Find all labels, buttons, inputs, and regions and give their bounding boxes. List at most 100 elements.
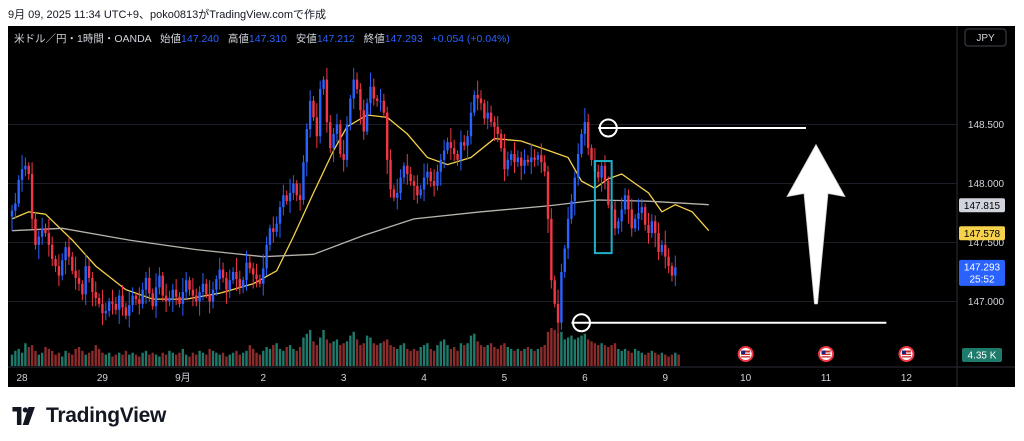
- up-candle: [104, 310, 107, 314]
- volume-bar: [51, 350, 54, 366]
- down-candle: [540, 155, 543, 163]
- down-candle: [526, 159, 530, 163]
- volume-bar: [386, 339, 389, 366]
- price-tick-label: 147.500: [968, 238, 1005, 249]
- up-candle: [141, 289, 144, 304]
- down-candle: [603, 165, 607, 182]
- up-candle: [37, 236, 40, 245]
- up-candle: [459, 142, 463, 160]
- volume-bar: [94, 345, 97, 366]
- volume-bar: [225, 356, 228, 366]
- volume-bar: [520, 350, 523, 366]
- volume-bar: [188, 356, 191, 366]
- down-candle: [359, 89, 362, 111]
- volume-bar: [573, 339, 576, 366]
- volume-bar: [144, 350, 148, 366]
- volume-bar: [576, 337, 580, 366]
- volume-bar: [141, 352, 144, 366]
- down-candle: [138, 299, 141, 304]
- up-candle: [107, 301, 111, 311]
- down-candle: [148, 277, 151, 294]
- up-candle: [308, 100, 312, 130]
- currency-button-label: JPY: [976, 33, 995, 44]
- volume-bar: [657, 354, 660, 366]
- tradingview-logo-icon: [12, 407, 35, 425]
- volume-bar: [174, 354, 178, 366]
- volume-bar: [275, 343, 278, 366]
- price-tick-label: 148.000: [968, 179, 1005, 190]
- time-tick-label: 12: [901, 373, 913, 384]
- down-candle: [533, 157, 536, 160]
- up-candle: [617, 221, 620, 229]
- volume-bar: [536, 348, 540, 366]
- up-candle: [365, 103, 369, 132]
- circle-drawing: [572, 313, 591, 333]
- up-candle: [128, 305, 131, 316]
- price-axis[interactable]: 147.000 147.500 148.000 148.500: [968, 120, 1005, 308]
- up-candle: [17, 179, 20, 204]
- down-candle: [667, 256, 670, 267]
- up-candle: [536, 155, 540, 160]
- price-tick-label: 147.000: [968, 297, 1005, 308]
- volume-bar: [509, 348, 513, 366]
- volume-bar: [489, 343, 493, 366]
- up-candle: [422, 177, 426, 190]
- volume-bar: [362, 343, 365, 366]
- volume-bar: [185, 354, 188, 366]
- up-candle: [523, 159, 526, 166]
- down-candle: [255, 274, 258, 280]
- volume-bar: [114, 354, 118, 366]
- down-candle: [312, 100, 315, 118]
- volume-bar: [647, 352, 650, 366]
- volume-bar: [138, 356, 141, 366]
- volume-bar: [288, 345, 292, 366]
- candles: [10, 67, 677, 335]
- volume-bar: [469, 335, 473, 366]
- down-candle: [329, 122, 332, 149]
- high-value: 147.310: [249, 33, 287, 45]
- volume-bar: [466, 343, 469, 366]
- time-tick-label: 9月: [175, 372, 191, 384]
- up-candle: [576, 153, 580, 178]
- down-candle: [295, 183, 298, 196]
- volume-bar: [228, 354, 231, 366]
- down-candle: [272, 228, 275, 232]
- volume-bar: [61, 356, 64, 366]
- volume-bar: [87, 352, 91, 366]
- volume-bar: [610, 345, 613, 366]
- down-candle: [34, 218, 37, 245]
- volume-bar: [446, 345, 449, 366]
- volume-bar: [349, 335, 352, 366]
- down-candle: [416, 185, 419, 196]
- up-candle: [570, 201, 573, 219]
- volume-bar: [603, 345, 607, 366]
- up-candle: [560, 272, 563, 323]
- up-candle: [201, 283, 205, 293]
- volume-bar: [392, 347, 396, 366]
- down-candle: [124, 307, 128, 316]
- volume-bar: [342, 343, 345, 366]
- volume-bar: [637, 350, 640, 366]
- tradingview-brand[interactable]: TradingView: [10, 404, 166, 428]
- tradingview-wordmark: TradingView: [46, 404, 167, 427]
- time-tick-label: 28: [16, 373, 28, 384]
- volume-bar: [44, 347, 47, 366]
- volume-bar: [355, 339, 359, 366]
- volume-bar: [208, 348, 211, 366]
- volume-bar: [218, 354, 221, 366]
- down-candle: [114, 303, 118, 310]
- volume-bar: [339, 345, 342, 366]
- volume-bar: [633, 348, 637, 366]
- up-candle: [322, 79, 325, 90]
- volume-bar: [406, 348, 409, 366]
- down-candle: [238, 279, 241, 288]
- volume-bar: [97, 348, 101, 366]
- chart-panel[interactable]: 147.000 147.500 148.000 148.500 28 29 9月 2 3 4 5 6…: [8, 26, 1015, 387]
- volume-bar: [84, 354, 87, 366]
- candlestick-chart[interactable]: 147.000 147.500 148.000 148.500 28 29 9月 2 3 4 5 6…: [8, 26, 1015, 387]
- volume-bar: [587, 339, 590, 366]
- down-candle: [503, 148, 506, 170]
- currency-button[interactable]: JPY: [964, 28, 1007, 47]
- volume-bar: [312, 341, 315, 366]
- time-axis[interactable]: 28 29 9月 2 3 4 5 6 9 10 11 12: [16, 372, 912, 384]
